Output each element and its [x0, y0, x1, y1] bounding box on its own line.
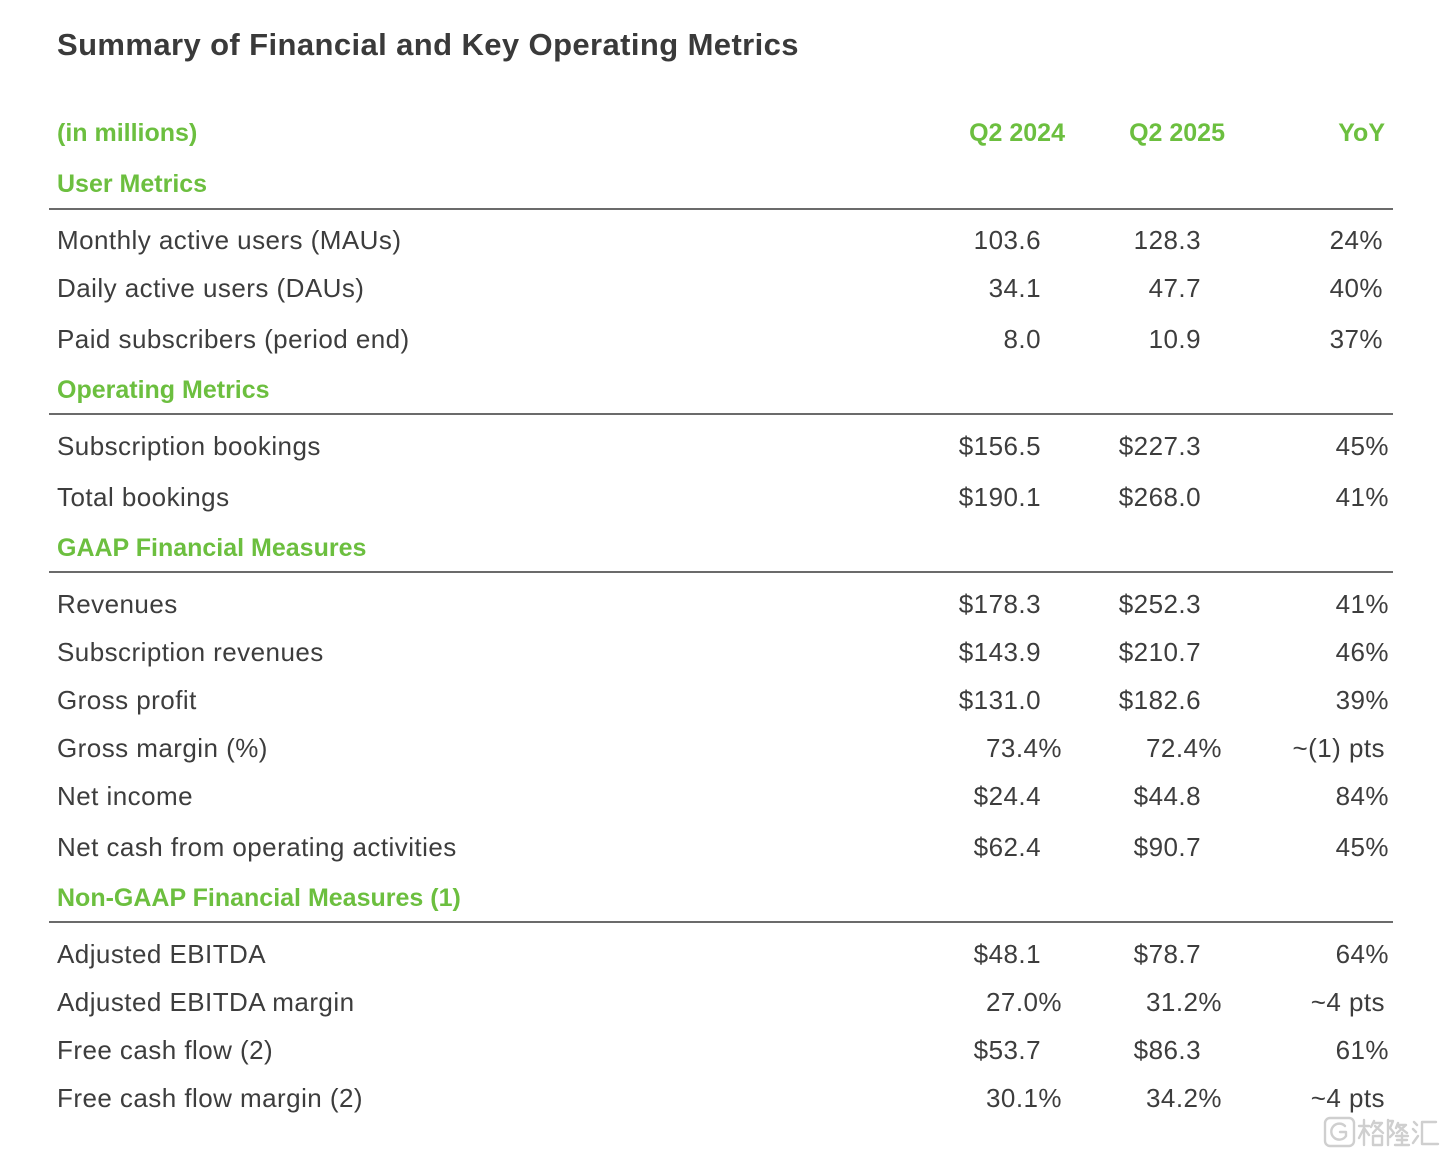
row-label: Net cash from operating activities — [57, 832, 457, 862]
row-label: Gross margin (%) — [57, 733, 268, 763]
q2-2024-value: $190.1 — [958, 482, 1041, 512]
column-header-yoy: YoY — [1338, 119, 1385, 147]
section-heading-user-metrics: User Metrics — [57, 170, 208, 198]
q2-2024-value: $53.7 — [973, 1035, 1041, 1065]
yoy-change: 45% — [1335, 832, 1389, 862]
table-row: Revenues $178.3 $252.3 41% — [0, 586, 1446, 622]
yoy-change: 45% — [1335, 431, 1389, 461]
q2-2024-value: 8.0 — [1003, 324, 1041, 354]
row-label: Free cash flow margin (2) — [57, 1083, 364, 1113]
yoy-change: 41% — [1335, 482, 1389, 512]
yoy-change: 24% — [1329, 225, 1383, 255]
q2-2025-value: 128.3 — [1133, 225, 1201, 255]
q2-2024-value: $24.4 — [973, 781, 1041, 811]
yoy-change: 46% — [1335, 637, 1389, 667]
table-row: Gross margin (%) 73.4% 72.4% ~(1) pts — [0, 730, 1446, 766]
q2-2025-value: $90.7 — [1133, 832, 1201, 862]
yoy-change: 64% — [1335, 939, 1389, 969]
g-logo-icon — [1323, 1116, 1440, 1148]
row-label: Adjusted EBITDA margin — [57, 987, 355, 1017]
section-heading-gaap: GAAP Financial Measures — [57, 534, 367, 562]
row-label: Net income — [57, 781, 193, 811]
row-label: Subscription bookings — [57, 431, 321, 461]
q2-2025-value: $268.0 — [1118, 482, 1201, 512]
table-row: Subscription bookings $156.5 $227.3 45% — [0, 428, 1446, 464]
q2-2024-value: $48.1 — [973, 939, 1041, 969]
page-title: Summary of Financial and Key Operating M… — [57, 27, 799, 62]
table-row: Total bookings $190.1 $268.0 41% — [0, 479, 1446, 515]
q2-2024-value: $131.0 — [958, 685, 1041, 715]
yoy-change: 61% — [1335, 1035, 1389, 1065]
row-label: Gross profit — [57, 685, 197, 715]
yoy-change: 41% — [1335, 589, 1389, 619]
table-row: Paid subscribers (period end) 8.0 10.9 3… — [0, 321, 1446, 357]
table-row: Net income $24.4 $44.8 84% — [0, 778, 1446, 814]
section-heading-non-gaap: Non-GAAP Financial Measures (1) — [57, 884, 461, 912]
section-divider — [49, 571, 1393, 573]
q2-2025-value: 34.2% — [1146, 1083, 1222, 1113]
q2-2025-value: $252.3 — [1118, 589, 1201, 619]
section-divider — [49, 413, 1393, 415]
q2-2024-value: $156.5 — [958, 431, 1041, 461]
table-row: Free cash flow margin (2) 30.1% 34.2% ~4… — [0, 1080, 1446, 1116]
unit-label: (in millions) — [57, 119, 198, 147]
table-row: Gross profit $131.0 $182.6 39% — [0, 682, 1446, 718]
yoy-change: ~(1) pts — [1292, 733, 1385, 763]
q2-2025-value: 47.7 — [1148, 273, 1201, 303]
q2-2024-value: 30.1% — [986, 1083, 1062, 1113]
table-row: Subscription revenues $143.9 $210.7 46% — [0, 634, 1446, 670]
q2-2025-value: 72.4% — [1146, 733, 1222, 763]
row-label: Total bookings — [57, 482, 230, 512]
table-row: Monthly active users (MAUs) 103.6 128.3 … — [0, 222, 1446, 258]
yoy-change: 39% — [1335, 685, 1389, 715]
row-label: Revenues — [57, 589, 178, 619]
q2-2024-value: 73.4% — [986, 733, 1062, 763]
yoy-change: 40% — [1329, 273, 1383, 303]
row-label: Monthly active users (MAUs) — [57, 225, 402, 255]
section-heading-operating-metrics: Operating Metrics — [57, 376, 270, 404]
section-divider — [49, 921, 1393, 923]
row-label: Adjusted EBITDA — [57, 939, 267, 969]
table-row: Daily active users (DAUs) 34.1 47.7 40% — [0, 270, 1446, 306]
table-row: Adjusted EBITDA $48.1 $78.7 64% — [0, 936, 1446, 972]
yoy-change: ~4 pts — [1310, 987, 1385, 1017]
q2-2025-value: $182.6 — [1118, 685, 1201, 715]
row-label: Free cash flow (2) — [57, 1035, 274, 1065]
q2-2025-value: 10.9 — [1148, 324, 1201, 354]
q2-2025-value: $227.3 — [1118, 431, 1201, 461]
q2-2024-value: $178.3 — [958, 589, 1041, 619]
q2-2024-value: $62.4 — [973, 832, 1041, 862]
yoy-change: ~4 pts — [1310, 1083, 1385, 1113]
row-label: Subscription revenues — [57, 637, 324, 667]
table-row: Net cash from operating activities $62.4… — [0, 829, 1446, 865]
row-label: Paid subscribers (period end) — [57, 324, 410, 354]
yoy-change: 84% — [1335, 781, 1389, 811]
q2-2024-value: 34.1 — [988, 273, 1041, 303]
watermark-logo — [1322, 1114, 1442, 1150]
q2-2025-value: $44.8 — [1133, 781, 1201, 811]
row-label: Daily active users (DAUs) — [57, 273, 365, 303]
table-row: Adjusted EBITDA margin 27.0% 31.2% ~4 pt… — [0, 984, 1446, 1020]
q2-2024-value: 27.0% — [986, 987, 1062, 1017]
q2-2025-value: $78.7 — [1133, 939, 1201, 969]
yoy-change: 37% — [1329, 324, 1383, 354]
column-header-q2-2024: Q2 2024 — [969, 119, 1065, 147]
q2-2025-value: $210.7 — [1118, 637, 1201, 667]
table-row: Free cash flow (2) $53.7 $86.3 61% — [0, 1032, 1446, 1068]
section-divider — [49, 208, 1393, 210]
q2-2025-value: $86.3 — [1133, 1035, 1201, 1065]
q2-2025-value: 31.2% — [1146, 987, 1222, 1017]
column-header-q2-2025: Q2 2025 — [1129, 119, 1225, 147]
q2-2024-value: $143.9 — [958, 637, 1041, 667]
q2-2024-value: 103.6 — [973, 225, 1041, 255]
